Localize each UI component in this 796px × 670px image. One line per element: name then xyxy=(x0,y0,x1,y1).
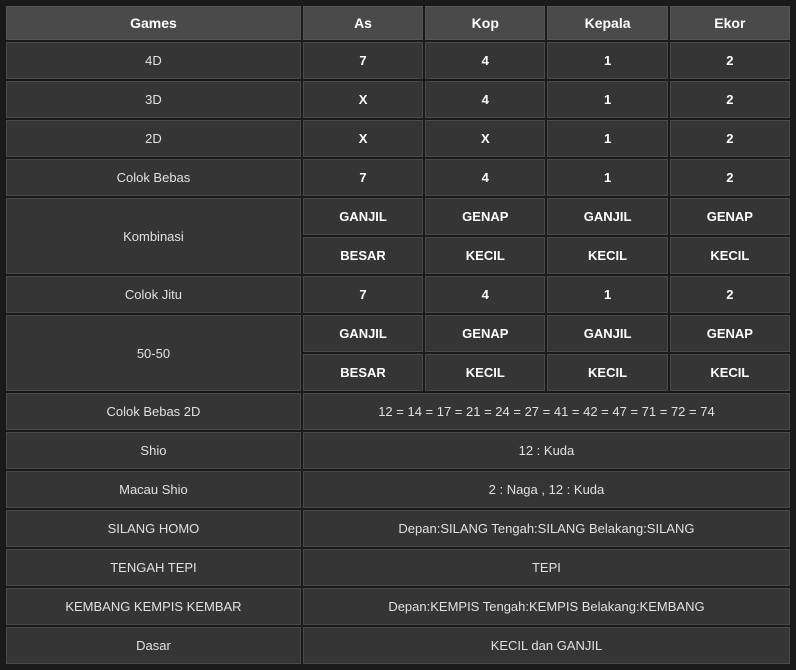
table-row: Kombinasi GANJIL GENAP GANJIL GENAP xyxy=(6,198,790,235)
cell-ekor: 2 xyxy=(670,159,790,196)
game-label: Colok Jitu xyxy=(6,276,301,313)
game-label: 4D xyxy=(6,42,301,79)
cell-as: X xyxy=(303,120,423,157)
game-label: Kombinasi xyxy=(6,198,301,274)
cell-as: 7 xyxy=(303,276,423,313)
cell-value: 12 : Kuda xyxy=(303,432,790,469)
game-label: 2D xyxy=(6,120,301,157)
cell-kepala: GANJIL xyxy=(547,198,667,235)
cell-kop: GENAP xyxy=(425,315,545,352)
cell-as: X xyxy=(303,81,423,118)
table-row: 3D X 4 1 2 xyxy=(6,81,790,118)
table-row: 50-50 GANJIL GENAP GANJIL GENAP xyxy=(6,315,790,352)
game-label: Colok Bebas 2D xyxy=(6,393,301,430)
col-ekor: Ekor xyxy=(670,6,790,40)
cell-kepala: GANJIL xyxy=(547,315,667,352)
cell-as: GANJIL xyxy=(303,315,423,352)
game-label: Colok Bebas xyxy=(6,159,301,196)
table-row: Colok Bebas 2D 12 = 14 = 17 = 21 = 24 = … xyxy=(6,393,790,430)
table-row: Macau Shio 2 : Naga , 12 : Kuda xyxy=(6,471,790,508)
table-row: TENGAH TEPI TEPI xyxy=(6,549,790,586)
cell-kepala: 1 xyxy=(547,159,667,196)
cell-as: 7 xyxy=(303,42,423,79)
col-games: Games xyxy=(6,6,301,40)
col-kepala: Kepala xyxy=(547,6,667,40)
cell-value: TEPI xyxy=(303,549,790,586)
cell-kepala: 1 xyxy=(547,276,667,313)
cell-value: 2 : Naga , 12 : Kuda xyxy=(303,471,790,508)
cell-ekor: 2 xyxy=(670,276,790,313)
cell-ekor: KECIL xyxy=(670,237,790,274)
table-row: Colok Bebas 7 4 1 2 xyxy=(6,159,790,196)
header-row: Games As Kop Kepala Ekor xyxy=(6,6,790,40)
cell-ekor: 2 xyxy=(670,81,790,118)
game-label: TENGAH TEPI xyxy=(6,549,301,586)
cell-kepala: 1 xyxy=(547,42,667,79)
game-label: Dasar xyxy=(6,627,301,664)
table-row: Colok Jitu 7 4 1 2 xyxy=(6,276,790,313)
game-label: 3D xyxy=(6,81,301,118)
cell-kop: 4 xyxy=(425,159,545,196)
game-label: Shio xyxy=(6,432,301,469)
col-as: As xyxy=(303,6,423,40)
cell-as: BESAR xyxy=(303,237,423,274)
cell-kop: 4 xyxy=(425,276,545,313)
game-label: 50-50 xyxy=(6,315,301,391)
cell-ekor: GENAP xyxy=(670,315,790,352)
cell-ekor: GENAP xyxy=(670,198,790,235)
cell-ekor: 2 xyxy=(670,42,790,79)
cell-value: KECIL dan GANJIL xyxy=(303,627,790,664)
results-table: Games As Kop Kepala Ekor 4D 7 4 1 2 3D X… xyxy=(4,4,792,666)
cell-kepala: 1 xyxy=(547,120,667,157)
cell-ekor: KECIL xyxy=(670,354,790,391)
table-row: 2D X X 1 2 xyxy=(6,120,790,157)
cell-value: Depan:SILANG Tengah:SILANG Belakang:SILA… xyxy=(303,510,790,547)
col-kop: Kop xyxy=(425,6,545,40)
cell-value: 12 = 14 = 17 = 21 = 24 = 27 = 41 = 42 = … xyxy=(303,393,790,430)
cell-kepala: KECIL xyxy=(547,237,667,274)
game-label: Macau Shio xyxy=(6,471,301,508)
cell-kepala: KECIL xyxy=(547,354,667,391)
table-row: 4D 7 4 1 2 xyxy=(6,42,790,79)
cell-kop: X xyxy=(425,120,545,157)
cell-as: GANJIL xyxy=(303,198,423,235)
game-label: SILANG HOMO xyxy=(6,510,301,547)
cell-as: BESAR xyxy=(303,354,423,391)
table-row: Dasar KECIL dan GANJIL xyxy=(6,627,790,664)
cell-kepala: 1 xyxy=(547,81,667,118)
table-row: SILANG HOMO Depan:SILANG Tengah:SILANG B… xyxy=(6,510,790,547)
cell-kop: KECIL xyxy=(425,354,545,391)
cell-as: 7 xyxy=(303,159,423,196)
table-row: Shio 12 : Kuda xyxy=(6,432,790,469)
cell-kop: 4 xyxy=(425,42,545,79)
cell-kop: 4 xyxy=(425,81,545,118)
cell-ekor: 2 xyxy=(670,120,790,157)
cell-kop: GENAP xyxy=(425,198,545,235)
cell-kop: KECIL xyxy=(425,237,545,274)
